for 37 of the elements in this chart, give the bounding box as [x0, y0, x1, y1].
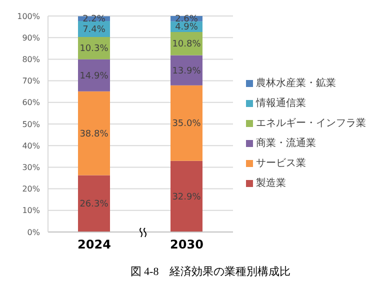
y-tick-label: 100% — [17, 12, 40, 21]
data-label: 32.9% — [172, 192, 202, 202]
y-tick-label: 90% — [22, 33, 40, 42]
y-tick-label: 50% — [22, 120, 40, 129]
y-tick-label: 60% — [22, 98, 40, 108]
data-label: 10.8% — [172, 40, 202, 50]
bar — [170, 55, 202, 86]
data-label: 4.9% — [175, 22, 198, 33]
x-tick-label: 2030 — [170, 238, 204, 252]
y-tick-label: 40% — [22, 141, 40, 150]
data-label: 7.4% — [82, 24, 106, 35]
bar — [78, 91, 110, 176]
y-tick-label: 70% — [22, 76, 40, 86]
legend-label: 製造業 — [256, 176, 286, 190]
legend-label: 商業・流通業 — [256, 136, 316, 150]
data-label: 35.0% — [172, 119, 202, 130]
data-label: 2.2% — [82, 14, 106, 25]
y-tick-label: 0% — [27, 228, 40, 237]
bar — [78, 59, 110, 92]
y-tick-label: 80% — [22, 55, 40, 64]
x-tick-label: 2024 — [78, 238, 111, 252]
y-tick-label: 10% — [22, 206, 40, 216]
data-label: 14.9% — [80, 71, 109, 82]
legend-label: サービス業 — [256, 156, 306, 170]
bar — [170, 160, 202, 232]
y-tick-label: 30% — [22, 163, 40, 172]
y-tick-label: 20% — [22, 184, 40, 194]
bar — [170, 85, 202, 161]
legend-label: 農林水産業・鉱業 — [256, 76, 336, 90]
bar — [78, 175, 110, 232]
data-label: 10.3% — [80, 44, 109, 54]
data-label: 26.3% — [80, 200, 109, 210]
text: 図 4-8 経済効果の業種別構成比 — [129, 264, 292, 279]
data-label: 13.9% — [172, 66, 202, 76]
data-label: 38.8% — [80, 129, 109, 140]
legend-label: エネルギー・インフラ業 — [256, 116, 366, 130]
legend-label: 情報通信業 — [256, 96, 306, 110]
